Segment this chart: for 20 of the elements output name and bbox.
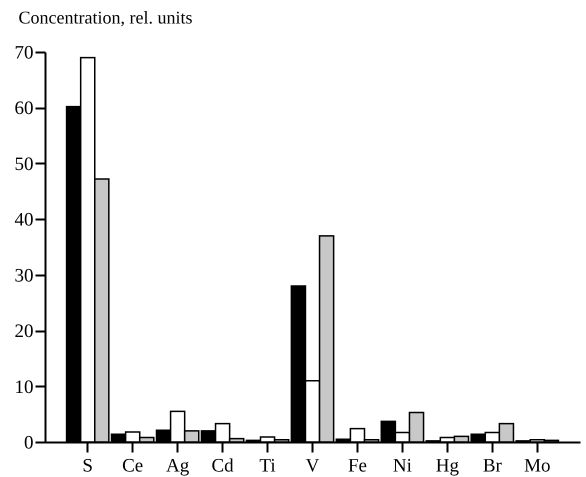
x-tick-label: Mo [524, 456, 550, 476]
y-tick-label: 0 [24, 432, 34, 454]
y-tick-label: 60 [14, 98, 34, 120]
y-tick-label: 10 [14, 376, 34, 398]
x-tick-label: Ag [166, 456, 190, 476]
y-axis-title: Concentration, rel. units [18, 8, 192, 28]
y-tick-label: 70 [14, 42, 34, 64]
x-tick-label: S [82, 456, 93, 476]
y-tick-label: 50 [14, 154, 34, 175]
x-tick-label: Fe [348, 456, 367, 476]
x-tick-label: Ni [392, 456, 412, 476]
x-tick-label: Ce [122, 456, 144, 476]
x-tick-label: Br [482, 456, 503, 476]
x-tick-label: V [306, 456, 320, 476]
x-tick-label: Ti [259, 456, 276, 476]
y-tick-label: 30 [14, 265, 34, 286]
x-tick-label: Hg [436, 456, 460, 476]
x-tick-label: Cd [211, 456, 234, 476]
y-tick-label: 40 [14, 210, 34, 231]
y-tick-label: 20 [14, 321, 34, 342]
